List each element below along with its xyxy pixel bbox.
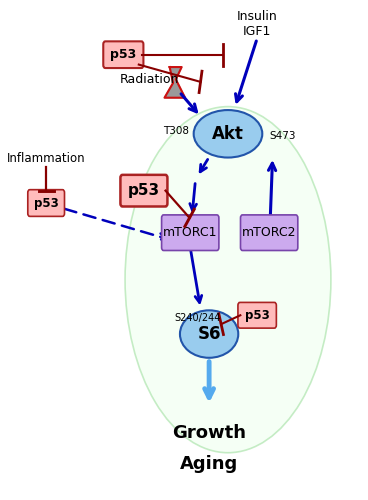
Ellipse shape	[125, 106, 331, 453]
Text: Insulin
IGF1: Insulin IGF1	[237, 10, 277, 38]
Text: p53: p53	[110, 48, 137, 61]
Text: S473: S473	[270, 132, 296, 141]
FancyBboxPatch shape	[162, 215, 219, 250]
FancyBboxPatch shape	[241, 215, 298, 250]
Ellipse shape	[180, 310, 238, 358]
Text: S6: S6	[197, 325, 221, 343]
Text: mTORC1: mTORC1	[163, 226, 217, 239]
Text: Growth: Growth	[172, 424, 246, 442]
Text: Aging: Aging	[180, 454, 238, 472]
Text: p53: p53	[34, 196, 59, 209]
Polygon shape	[164, 67, 185, 98]
Text: mTORC2: mTORC2	[242, 226, 296, 239]
Text: S240/244: S240/244	[174, 312, 220, 322]
FancyBboxPatch shape	[238, 302, 276, 328]
Ellipse shape	[194, 110, 262, 158]
Text: Radiation: Radiation	[120, 73, 179, 86]
Text: Akt: Akt	[212, 125, 244, 143]
Text: Inflammation: Inflammation	[7, 152, 85, 165]
Text: p53: p53	[128, 183, 160, 198]
Text: T308: T308	[163, 126, 189, 136]
FancyBboxPatch shape	[103, 42, 144, 68]
FancyBboxPatch shape	[28, 190, 64, 216]
Text: p53: p53	[245, 309, 269, 322]
FancyBboxPatch shape	[120, 175, 167, 206]
